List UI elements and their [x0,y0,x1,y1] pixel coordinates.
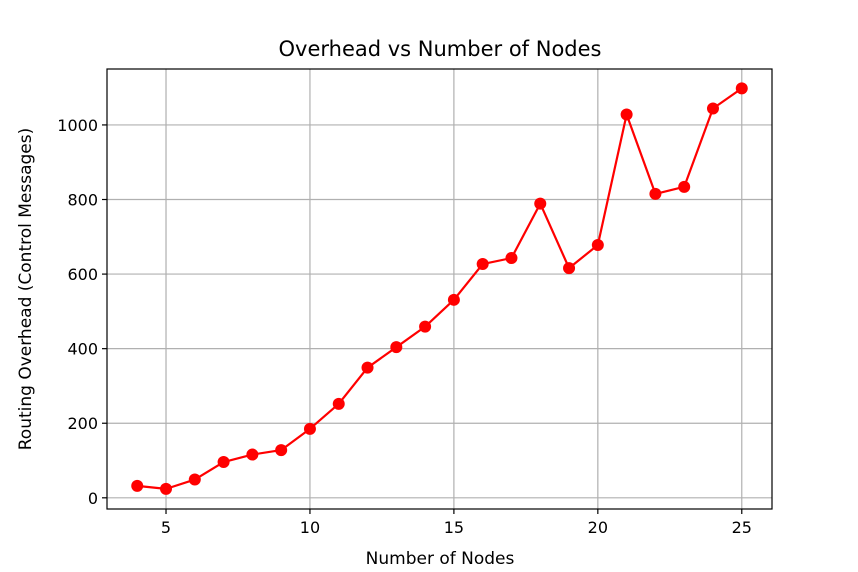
data-point [275,444,288,457]
data-point [706,102,719,115]
data-point [419,320,432,333]
x-axis-label: Number of Nodes [366,549,515,569]
data-point [447,293,460,306]
data-point [160,482,173,495]
x-tick-label: 25 [732,518,752,537]
y-tick-label: 800 [67,191,98,210]
data-point [620,108,633,121]
data-point [563,262,576,275]
data-point [361,361,374,374]
chart-title: Overhead vs Number of Nodes [279,37,602,61]
data-point [303,422,316,435]
plot-frame [106,68,773,510]
data-point [649,187,662,200]
y-axis-label: Routing Overhead (Control Messages) [16,128,36,451]
y-tick-label: 200 [67,414,98,433]
data-point [131,479,144,492]
y-tick-label: 600 [67,265,98,284]
data-point [534,197,547,210]
data-series [131,82,748,495]
data-point [735,82,748,95]
axis-ticks: 5 10 15 20 25 0 200 400 600 800 1000 [57,116,752,537]
data-point [246,448,259,461]
y-tick-label: 0 [88,489,98,508]
data-point [390,341,403,354]
data-point [188,473,201,486]
y-tick-label: 400 [67,340,98,359]
data-point [678,180,691,193]
x-tick-label: 10 [300,518,320,537]
grid [107,69,772,509]
data-point [591,239,604,251]
y-tick-label: 1000 [57,116,98,135]
data-point [476,258,489,271]
data-point [332,397,345,410]
x-tick-label: 15 [444,518,464,537]
series-line [137,87,743,490]
data-point [505,252,518,265]
x-tick-label: 5 [161,518,171,537]
data-point [217,456,230,469]
x-tick-label: 20 [588,518,608,537]
